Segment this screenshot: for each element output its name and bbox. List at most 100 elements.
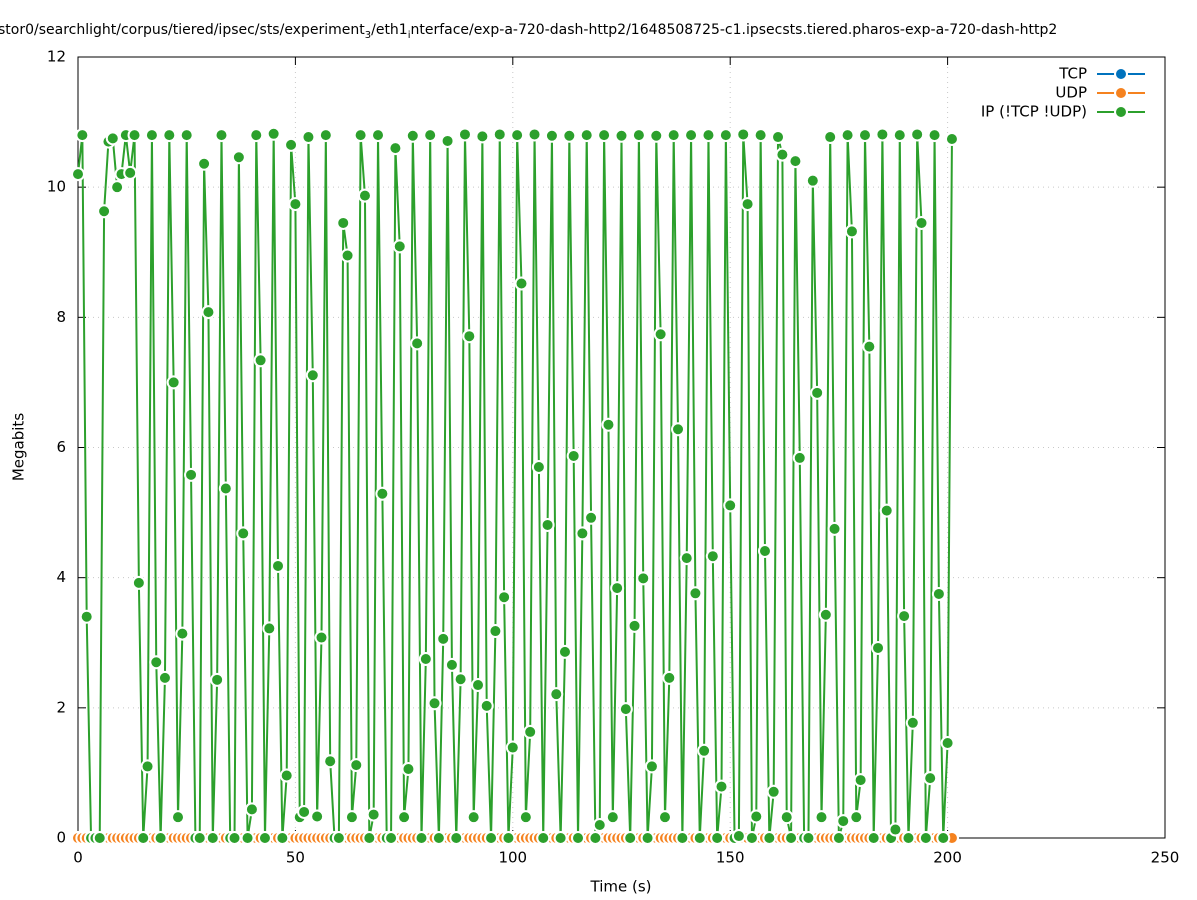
data-point [288, 197, 303, 212]
data-point [631, 128, 646, 143]
data-point [871, 640, 886, 655]
title-part: i [408, 30, 411, 41]
data-point [666, 128, 681, 143]
data-point [910, 127, 925, 142]
data-point [740, 197, 755, 212]
data-point [471, 678, 486, 693]
data-point [344, 810, 359, 825]
data-point [79, 609, 94, 624]
data-point [336, 215, 351, 230]
data-point [257, 831, 272, 845]
data-point [375, 486, 390, 501]
data-point [201, 305, 216, 320]
data-point [331, 831, 346, 845]
data-point [397, 810, 412, 825]
data-point [157, 670, 172, 685]
data-point [810, 385, 825, 400]
data-point [549, 687, 564, 702]
data-point [849, 810, 864, 825]
data-point [679, 551, 694, 566]
data-point [475, 129, 490, 144]
data-point [140, 759, 155, 774]
data-point [557, 644, 572, 659]
data-point [723, 498, 738, 513]
data-point [231, 150, 246, 165]
data-point [488, 624, 503, 639]
x-tick-label: 100 [498, 849, 527, 867]
data-point [697, 743, 712, 758]
data-point [284, 137, 299, 152]
data-point [384, 831, 399, 845]
data-point [492, 127, 507, 142]
data-point [801, 831, 816, 845]
data-point [266, 126, 281, 141]
data-point [757, 543, 772, 558]
data-point [805, 173, 820, 188]
data-point [836, 814, 851, 829]
data-point [744, 831, 759, 845]
data-point [162, 128, 177, 143]
data-point [866, 831, 881, 845]
y-tick-label: 8 [56, 308, 66, 326]
x-tick-label: 150 [716, 849, 745, 867]
y-tick-label: 0 [56, 829, 66, 847]
data-point [436, 631, 451, 646]
data-point [901, 831, 916, 845]
data-point [484, 831, 499, 845]
y-tick-label: 10 [47, 178, 66, 196]
data-point [653, 327, 668, 342]
data-point [136, 831, 151, 845]
data-point [640, 831, 655, 845]
data-point [753, 128, 768, 143]
data-point [501, 831, 516, 845]
data-point [271, 558, 286, 573]
data-point [218, 481, 233, 496]
data-point [940, 735, 955, 750]
data-point [366, 807, 381, 822]
data-point [105, 131, 120, 146]
data-point [453, 672, 468, 687]
y-tick-label: 4 [56, 568, 66, 586]
data-point [357, 188, 372, 203]
data-point [210, 672, 225, 687]
x-tick-label: 250 [1151, 849, 1180, 867]
data-point [205, 831, 220, 845]
data-point [710, 831, 725, 845]
x-tick-label: 200 [933, 849, 962, 867]
data-point [449, 831, 464, 845]
data-point [236, 526, 251, 541]
data-point [323, 754, 338, 769]
data-point [736, 127, 751, 142]
data-point [592, 817, 607, 832]
data-point [410, 336, 425, 351]
data-point [297, 804, 312, 819]
data-point [544, 128, 559, 143]
data-point [688, 586, 703, 601]
y-tick-label: 6 [56, 438, 66, 456]
data-point [766, 784, 781, 799]
data-point [166, 375, 181, 390]
data-point [618, 702, 633, 717]
data-point [731, 829, 746, 844]
data-point [444, 657, 459, 672]
data-point [431, 831, 446, 845]
data-point [675, 831, 690, 845]
x-axis-label: Time (s) [590, 878, 652, 896]
data-point [944, 132, 959, 147]
legend-marker [1114, 67, 1128, 81]
data-point [262, 621, 277, 636]
data-point [927, 128, 942, 143]
x-tick-label: 50 [286, 849, 305, 867]
data-point [175, 626, 190, 641]
data-point [497, 590, 512, 605]
y-tick-label: 2 [56, 698, 66, 716]
data-point [597, 128, 612, 143]
legend-marker [1114, 86, 1128, 100]
data-point [423, 128, 438, 143]
title-part: stor0/searchlight/corpus/tiered/ipsec/st… [0, 22, 365, 38]
data-point [701, 128, 716, 143]
data-point [827, 521, 842, 536]
data-point [340, 248, 355, 263]
data-point [692, 831, 707, 845]
data-point [657, 810, 672, 825]
